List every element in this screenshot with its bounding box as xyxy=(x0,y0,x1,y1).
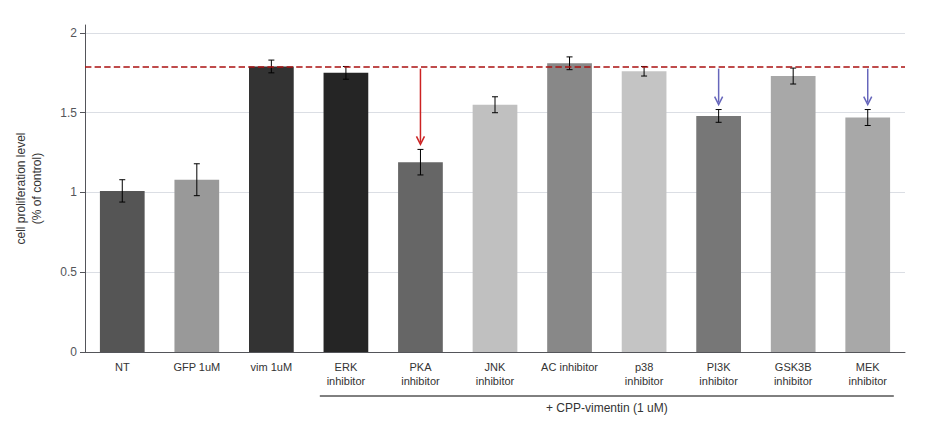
svg-text:0.5: 0.5 xyxy=(60,265,77,279)
svg-text:inhibitor: inhibitor xyxy=(327,375,366,387)
svg-text:1.5: 1.5 xyxy=(60,106,77,120)
svg-text:ERK: ERK xyxy=(335,361,358,373)
svg-text:GSK3B: GSK3B xyxy=(775,361,812,373)
svg-text:+ CPP-vimentin (1 uM): + CPP-vimentin (1 uM) xyxy=(546,401,668,415)
svg-text:0: 0 xyxy=(70,345,77,359)
svg-text:inhibitor: inhibitor xyxy=(476,375,515,387)
svg-text:inhibitor: inhibitor xyxy=(848,375,887,387)
svg-text:1: 1 xyxy=(70,185,77,199)
svg-text:PI3K: PI3K xyxy=(707,361,732,373)
svg-text:p38: p38 xyxy=(635,361,653,373)
svg-text:cell proliferation level: cell proliferation level xyxy=(14,132,28,244)
svg-text:NT: NT xyxy=(115,361,130,373)
svg-text:inhibitor: inhibitor xyxy=(699,375,738,387)
svg-text:inhibitor: inhibitor xyxy=(625,375,664,387)
svg-text:MEK: MEK xyxy=(856,361,881,373)
svg-text:2: 2 xyxy=(70,26,77,40)
svg-text:GFP 1uM: GFP 1uM xyxy=(173,361,220,373)
svg-text:(% of control): (% of control) xyxy=(30,153,44,224)
svg-text:vim 1uM: vim 1uM xyxy=(251,361,293,373)
svg-text:inhibitor: inhibitor xyxy=(401,375,440,387)
svg-text:inhibitor: inhibitor xyxy=(774,375,813,387)
svg-text:PKA: PKA xyxy=(409,361,432,373)
svg-text:JNK: JNK xyxy=(485,361,506,373)
svg-text:AC inhibitor: AC inhibitor xyxy=(541,361,598,373)
